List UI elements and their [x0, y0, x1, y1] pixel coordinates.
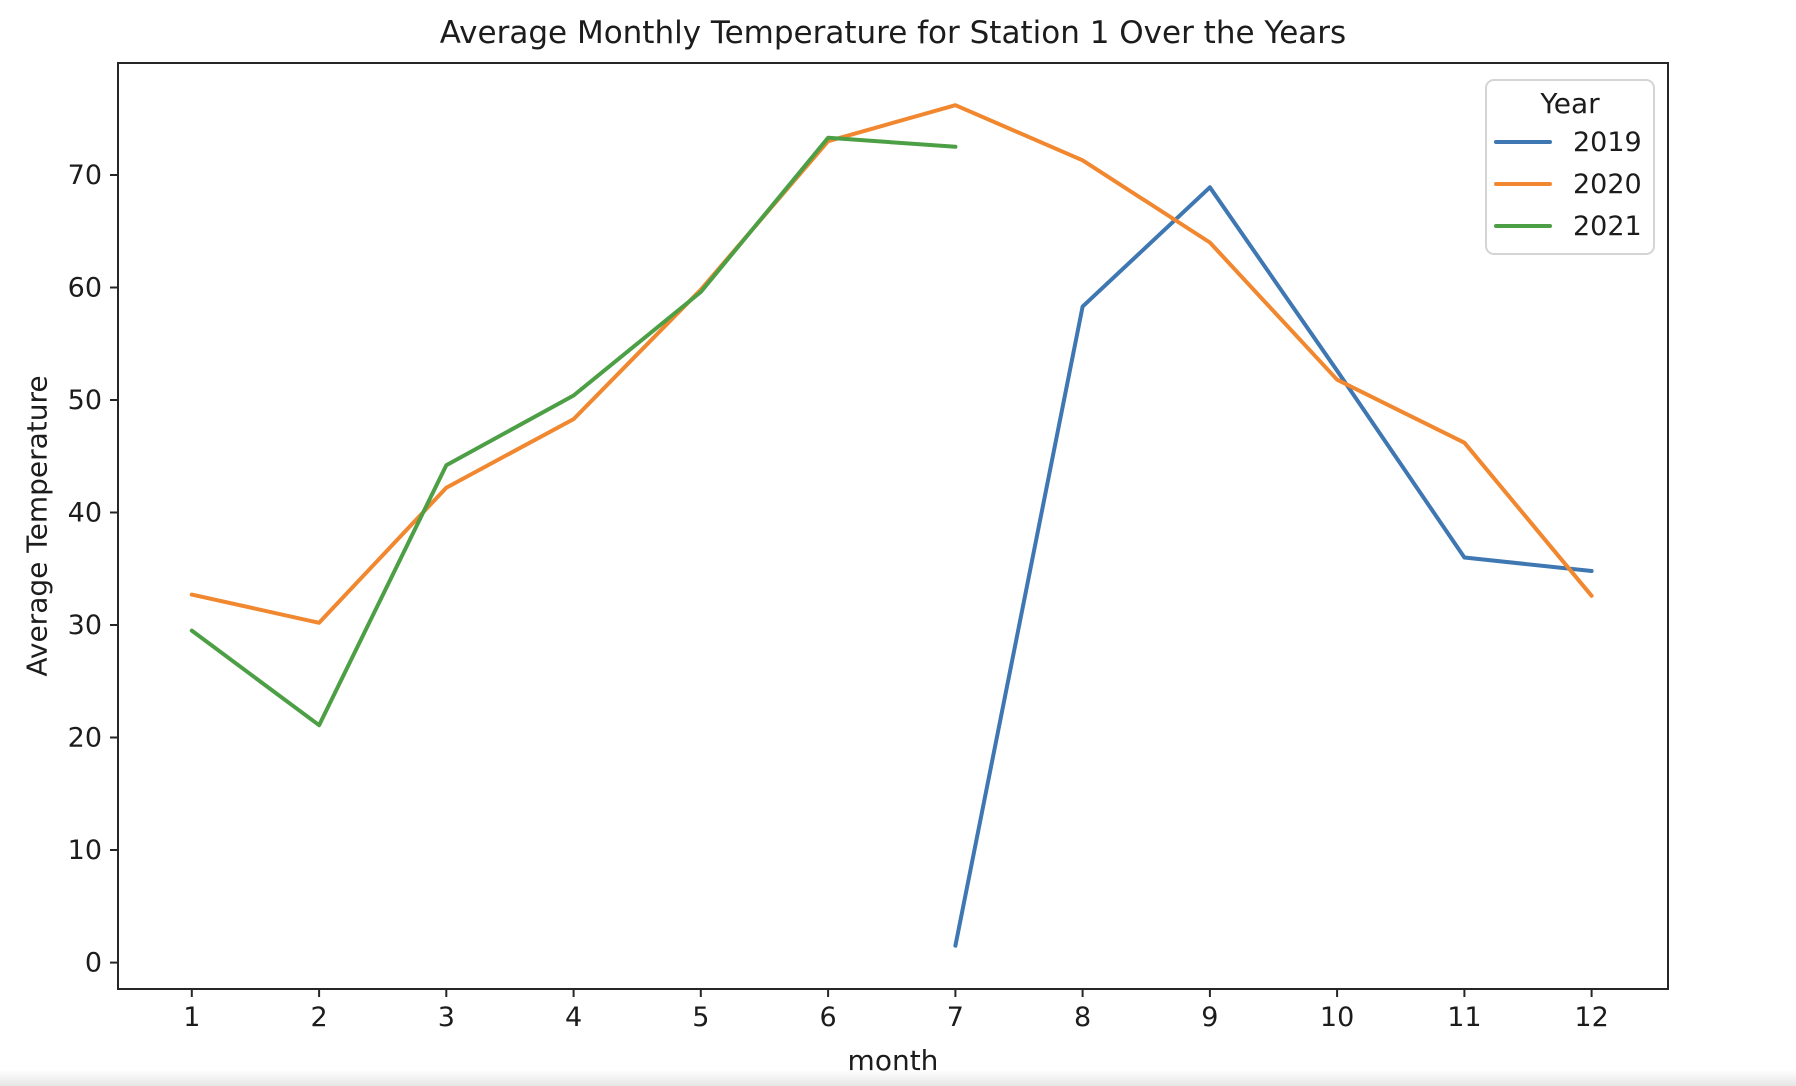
y-tick-label: 50 [68, 385, 102, 416]
y-tick-label: 40 [68, 498, 102, 529]
legend-line-swatch-2021 [1494, 224, 1552, 228]
x-tick-label: 1 [183, 1002, 200, 1033]
y-tick-label: 30 [68, 610, 102, 641]
x-tick-label: 10 [1320, 1002, 1354, 1033]
x-tick-label: 6 [820, 1002, 837, 1033]
x-tick-label: 3 [438, 1002, 455, 1033]
series-line-2019 [953, 185, 1594, 948]
legend-line-swatch-2019 [1494, 140, 1552, 144]
legend: Year 2019 2020 2021 [1485, 79, 1655, 255]
legend-line-swatch-2020 [1494, 182, 1552, 186]
chart-title: Average Monthly Temperature for Station … [439, 15, 1347, 51]
x-tick-label: 12 [1574, 1002, 1608, 1033]
x-axis-label: month [847, 1044, 939, 1077]
x-tick-label: 8 [1074, 1002, 1091, 1033]
x-tick-label: 11 [1447, 1002, 1481, 1033]
x-tick-label: 4 [565, 1002, 582, 1033]
legend-entry-2019: 2019 [1487, 121, 1653, 163]
legend-label: 2021 [1573, 210, 1642, 242]
x-tick-label: 7 [947, 1002, 964, 1033]
series-line-2021 [189, 135, 958, 728]
series-line-2020 [189, 103, 1594, 625]
legend-label: 2020 [1573, 168, 1642, 200]
y-tick-label: 20 [68, 723, 102, 754]
x-tick-label: 5 [692, 1002, 709, 1033]
y-tick-label: 60 [68, 273, 102, 304]
window-bottom-edge [0, 1070, 1796, 1086]
legend-title: Year [1540, 87, 1600, 120]
y-tick-label: 10 [68, 835, 102, 866]
x-tick-label: 9 [1201, 1002, 1218, 1033]
legend-label: 2019 [1573, 126, 1642, 158]
axes-frame [117, 62, 1669, 990]
y-tick-label: 70 [68, 160, 102, 191]
legend-entry-2020: 2020 [1487, 163, 1653, 205]
x-tick-label: 2 [311, 1002, 328, 1033]
legend-entry-2021: 2021 [1487, 205, 1653, 247]
y-tick-label: 0 [85, 948, 102, 979]
